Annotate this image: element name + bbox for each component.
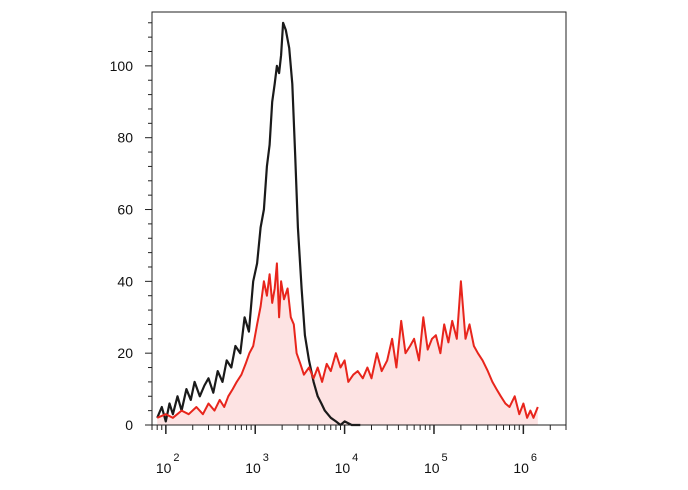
x-tick-label: 106	[513, 452, 537, 476]
x-axis	[151, 425, 567, 434]
y-tick-label: 40	[117, 273, 133, 289]
y-tick-label: 100	[110, 58, 134, 74]
x-tick-label: 104	[335, 452, 359, 476]
y-tick-label: 80	[117, 130, 133, 146]
axes-layer	[151, 11, 567, 426]
x-tick-label: 102	[156, 452, 180, 476]
y-tick-label: 0	[125, 417, 133, 433]
y-tick-label: 60	[117, 202, 133, 218]
series-1-line	[156, 262, 539, 419]
series-1-fill	[157, 263, 538, 425]
x-tick-label: 103	[245, 452, 269, 476]
x-tick-labels: 102 103 104 105 106	[156, 452, 537, 476]
series-0-line	[156, 21, 361, 427]
series-layer	[156, 21, 539, 427]
y-tick-label: 20	[117, 345, 133, 361]
plot-frame	[151, 11, 567, 426]
x-tick-label: 105	[424, 452, 448, 476]
y-tick-labels: 0 20 40 60 80 100	[110, 58, 134, 433]
y-axis	[145, 22, 152, 426]
